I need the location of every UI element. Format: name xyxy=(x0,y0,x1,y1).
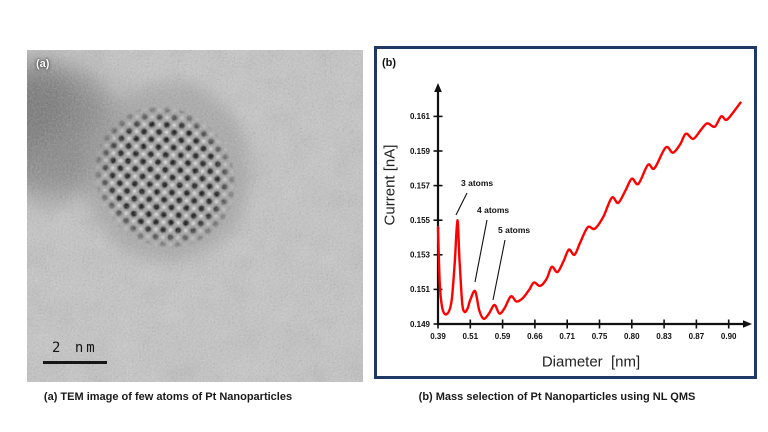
x-tick-label: 0.39 xyxy=(430,332,446,341)
scale-bar-line xyxy=(43,361,107,364)
qms-chart-panel: 0.149 0.151 0.153 0.155 0.157 0.159 0.161 0.39 0… xyxy=(374,46,757,379)
y-axis-title: Current [nA] xyxy=(381,144,399,226)
annotation-leader-line xyxy=(492,239,506,301)
y-tick-label: 0.159 xyxy=(410,147,431,156)
chart-plot: 0.149 0.151 0.153 0.155 0.157 0.159 0.161 0.39 0… xyxy=(410,83,752,341)
current-curve xyxy=(436,101,742,321)
y-tick-label: 0.151 xyxy=(410,285,431,294)
x-tick-label: 0.66 xyxy=(527,332,543,341)
caption-b: (b) Mass selection of Pt Nanoparticles u… xyxy=(418,391,696,403)
annotation-leader-line xyxy=(474,219,488,283)
scale-bar-text: 2 nm xyxy=(52,340,98,356)
y-axis-arrow-icon xyxy=(434,83,442,92)
x-tick-label: 0.71 xyxy=(559,332,575,341)
annotation-label: 4 atoms xyxy=(477,205,509,215)
x-tick-label: 0.90 xyxy=(721,332,737,341)
y-tick-label: 0.149 xyxy=(410,320,431,329)
y-tick-label: 0.155 xyxy=(410,216,431,225)
y-tick-label: 0.157 xyxy=(410,181,431,190)
annotation-leader-line xyxy=(455,192,468,216)
tem-noise-overlay xyxy=(27,50,363,382)
panel-a-label: (a) xyxy=(36,58,50,70)
panel-b-label: (b) xyxy=(382,57,397,69)
y-tick-label: 0.153 xyxy=(410,251,431,260)
x-axis-title: Diameter [nm] xyxy=(541,353,641,371)
x-tick-label: 0.87 xyxy=(689,332,705,341)
tem-image-panel: (a) 2 nm xyxy=(27,50,363,382)
x-axis-arrow-icon xyxy=(743,320,752,328)
tem-image xyxy=(27,50,363,382)
caption-a: (a) TEM image of few atoms of Pt Nanopar… xyxy=(43,391,293,403)
x-tick-label: 0.83 xyxy=(656,332,672,341)
x-tick-label: 0.51 xyxy=(463,332,479,341)
x-tick-label: 0.75 xyxy=(592,332,608,341)
x-tick-label: 0.59 xyxy=(495,332,511,341)
y-tick-label: 0.161 xyxy=(410,112,431,121)
annotation-label: 5 atoms xyxy=(498,225,530,235)
x-tick-label: 0.80 xyxy=(624,332,640,341)
annotation-label: 3 atoms xyxy=(461,178,493,188)
